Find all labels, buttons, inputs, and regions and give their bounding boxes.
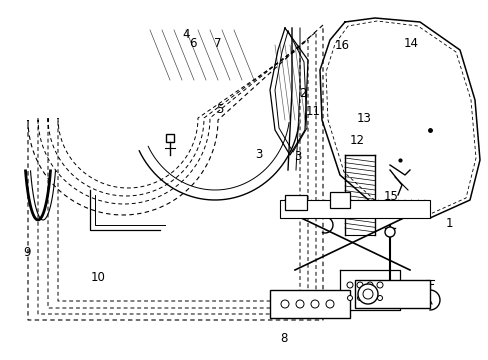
Text: 12: 12 — [349, 134, 364, 147]
Circle shape — [295, 300, 304, 308]
Circle shape — [366, 282, 372, 288]
Text: 10: 10 — [90, 271, 105, 284]
Text: 14: 14 — [403, 37, 417, 50]
Circle shape — [384, 227, 394, 237]
Circle shape — [310, 300, 318, 308]
Bar — [329, 192, 349, 208]
Text: 8: 8 — [279, 332, 287, 345]
Circle shape — [357, 296, 362, 301]
Bar — [280, 200, 429, 218]
Text: 15: 15 — [383, 190, 398, 203]
Circle shape — [356, 282, 362, 288]
Bar — [269, 290, 349, 318]
Circle shape — [346, 282, 352, 288]
Text: 11: 11 — [305, 105, 320, 118]
Text: 1: 1 — [445, 217, 453, 230]
Circle shape — [367, 296, 372, 301]
Text: 16: 16 — [334, 39, 349, 51]
Circle shape — [357, 284, 377, 304]
Text: 5: 5 — [216, 103, 224, 116]
Bar — [285, 195, 306, 210]
Text: 4: 4 — [182, 28, 189, 41]
Text: 3: 3 — [294, 150, 302, 163]
Bar — [354, 280, 429, 308]
Circle shape — [376, 282, 382, 288]
Text: 2: 2 — [299, 87, 306, 100]
Circle shape — [377, 296, 382, 301]
Circle shape — [281, 300, 288, 308]
Text: 13: 13 — [356, 112, 371, 125]
Text: 6: 6 — [189, 37, 197, 50]
Text: 7: 7 — [213, 37, 221, 50]
Circle shape — [362, 289, 372, 299]
Circle shape — [325, 300, 333, 308]
Text: 9: 9 — [23, 246, 31, 258]
Text: 3: 3 — [255, 148, 263, 161]
Circle shape — [347, 296, 352, 301]
